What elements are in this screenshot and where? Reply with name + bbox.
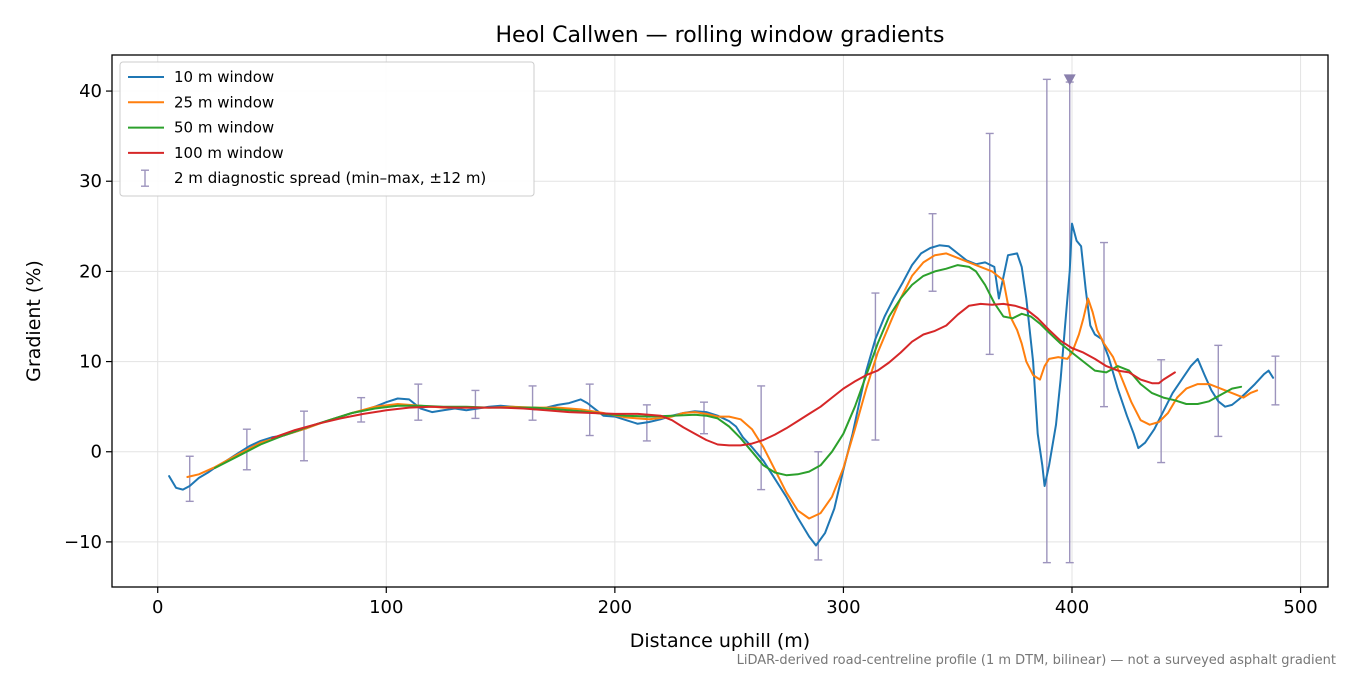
x-tick-label: 500 <box>1283 597 1317 618</box>
y-tick-label: 0 <box>91 442 102 463</box>
series-layer <box>168 222 1275 547</box>
errorbar <box>185 455 194 503</box>
errorbar <box>757 385 766 491</box>
legend-item: 10 m window <box>128 68 274 86</box>
y-tick-label: 40 <box>79 81 102 102</box>
x-tick-label: 400 <box>1055 597 1089 618</box>
marker-layer <box>1063 74 1076 86</box>
chart-title: Heol Callwen — rolling window gradients <box>495 23 944 48</box>
tick-layer: 0 100 200 300 400 500 −10 0 10 20 30 40 <box>64 81 1318 618</box>
legend-label: 100 m window <box>174 144 284 162</box>
y-tick-label: 20 <box>79 261 102 282</box>
y-axis-label: Gradient (%) <box>23 260 45 382</box>
series-line <box>168 222 1275 547</box>
footnote: LiDAR-derived road-centreline profile (1… <box>737 653 1336 668</box>
errorbar <box>1271 355 1280 406</box>
y-tick-label: 30 <box>79 171 102 192</box>
errorbar <box>414 383 423 421</box>
x-tick-label: 100 <box>369 597 403 618</box>
legend-label: 50 m window <box>174 119 274 137</box>
errorbar <box>471 389 480 420</box>
legend-item: 100 m window <box>128 144 284 162</box>
plot-frame <box>111 54 1329 588</box>
x-tick-label: 300 <box>826 597 860 618</box>
errorbar <box>300 410 308 462</box>
x-tick-label: 0 <box>152 597 163 618</box>
peak-marker <box>1063 74 1076 86</box>
legend-item: 50 m window <box>128 119 274 137</box>
legend-item: 2 m diagnostic spread (min–max, ±12 m) <box>141 169 486 187</box>
errorbar <box>1214 344 1223 438</box>
errorbar <box>1042 78 1051 564</box>
errorbar <box>1157 359 1166 464</box>
y-tick-label: −10 <box>64 532 102 553</box>
x-axis-label: Distance uphill (m) <box>630 630 810 652</box>
legend: 10 m window 25 m window 50 m window 100 m w… <box>119 61 535 197</box>
legend-label: 25 m window <box>174 93 274 111</box>
errorbar <box>1100 241 1108 408</box>
legend-label: 10 m window <box>174 68 274 86</box>
errorbar <box>528 385 537 421</box>
legend-item: 25 m window <box>128 93 274 111</box>
errorbar <box>585 383 594 437</box>
errorbar <box>928 212 937 292</box>
legend-label: 2 m diagnostic spread (min–max, ±12 m) <box>174 169 486 187</box>
errorbar <box>985 132 994 356</box>
legend-items: 10 m window 25 m window 50 m window 100 m w… <box>128 68 486 187</box>
errorbar <box>871 292 880 441</box>
series-line <box>271 302 1176 447</box>
y-tick-label: 10 <box>79 352 102 373</box>
legend-box <box>119 61 535 197</box>
errorbar <box>700 401 708 435</box>
x-tick-label: 200 <box>598 597 632 618</box>
